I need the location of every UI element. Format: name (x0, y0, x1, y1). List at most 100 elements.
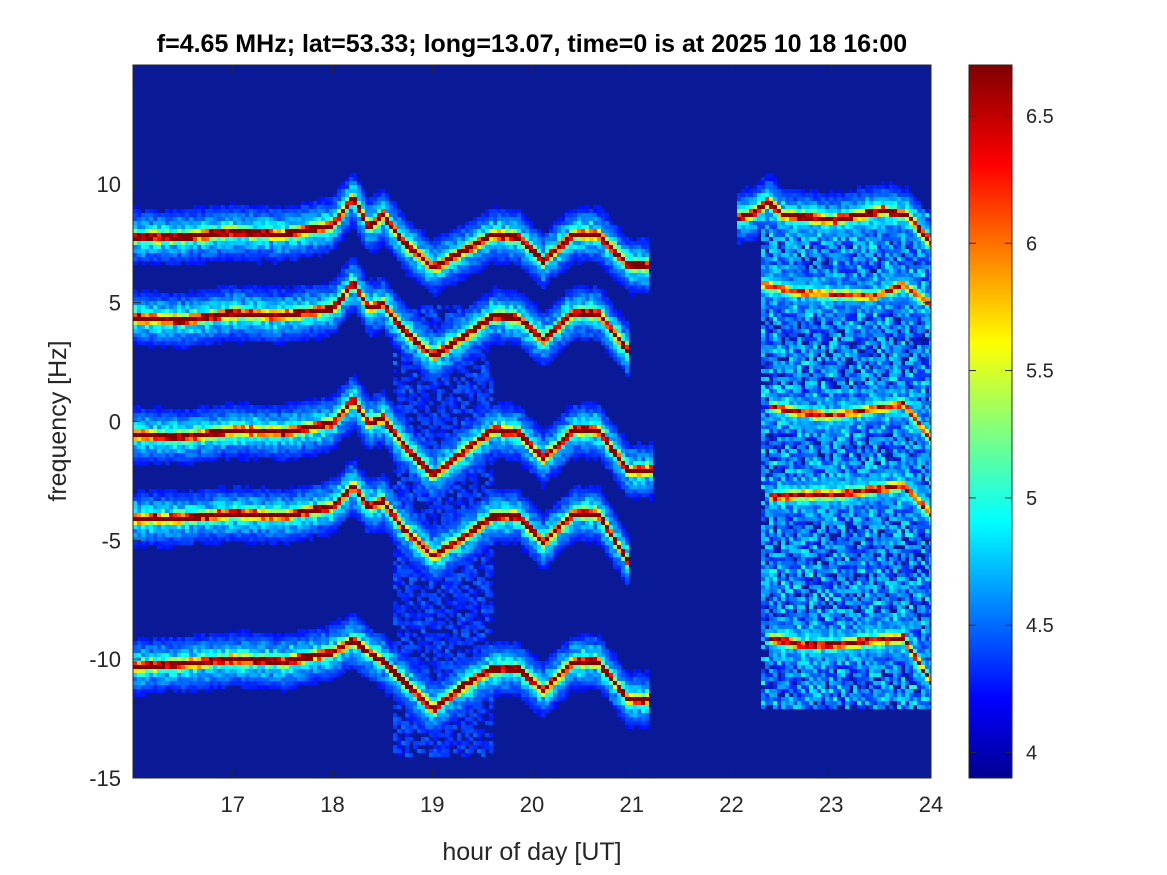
heatmap-cell (257, 637, 261, 641)
heatmap-cell (145, 313, 149, 317)
heatmap-cell (233, 285, 237, 289)
heatmap-cell (141, 305, 145, 309)
heatmap-cell (265, 205, 269, 209)
heatmap-cell (257, 317, 261, 321)
heatmap-cell (365, 225, 369, 229)
heatmap-cell (133, 217, 137, 221)
heatmap-cell (205, 341, 209, 345)
heatmap-cell (241, 245, 245, 249)
heatmap-cell (401, 621, 405, 625)
heatmap-cell (177, 425, 181, 429)
heatmap-cell (205, 325, 209, 329)
heatmap-cell (233, 437, 237, 441)
heatmap-cell (213, 457, 217, 461)
heatmap-cell (257, 285, 261, 289)
heatmap-cell (261, 489, 265, 493)
heatmap-cell (177, 505, 181, 509)
heatmap-cell (405, 337, 409, 341)
heatmap-cell (385, 685, 389, 689)
heatmap-cell (265, 525, 269, 529)
heatmap-cell (237, 669, 241, 673)
heatmap-cell (253, 297, 257, 301)
heatmap-cell (165, 429, 169, 433)
heatmap-cell (225, 665, 229, 669)
heatmap-cell (313, 485, 317, 489)
heatmap-cell (161, 669, 165, 673)
heatmap-cell (257, 673, 261, 677)
heatmap-cell (341, 193, 345, 197)
heatmap-cell (137, 209, 141, 213)
heatmap-cell (353, 409, 357, 413)
heatmap-cell (229, 317, 233, 321)
heatmap-cell (277, 337, 281, 341)
heatmap-cell (317, 433, 321, 437)
heatmap-cell (173, 337, 177, 341)
heatmap-cell (229, 637, 233, 641)
heatmap-cell (273, 657, 277, 661)
heatmap-cell (317, 673, 321, 677)
heatmap-cell (337, 237, 341, 241)
heatmap-cell (337, 633, 341, 637)
heatmap-cell (221, 405, 225, 409)
heatmap-cell (193, 213, 197, 217)
heatmap-cell (381, 509, 385, 513)
heatmap-cell (397, 545, 401, 549)
heatmap-cell (165, 317, 169, 321)
heatmap-cell (341, 425, 345, 429)
heatmap-cell (313, 401, 317, 405)
heatmap-cell (157, 253, 161, 257)
heatmap-cell (217, 405, 221, 409)
heatmap-cell (373, 413, 377, 417)
heatmap-cell (261, 233, 265, 237)
heatmap-cell (265, 317, 269, 321)
heatmap-cell (201, 229, 205, 233)
heatmap-cell (209, 293, 213, 297)
heatmap-cell (221, 513, 225, 517)
heatmap-cell (321, 653, 325, 657)
heatmap-cell (209, 225, 213, 229)
heatmap-cell (157, 685, 161, 689)
heatmap-cell (193, 261, 197, 265)
heatmap-cell (213, 665, 217, 669)
heatmap-cell (145, 321, 149, 325)
heatmap-cell (213, 517, 217, 521)
heatmap-cell (213, 533, 217, 537)
heatmap-cell (221, 533, 225, 537)
heatmap-cell (193, 525, 197, 529)
heatmap-cell (321, 313, 325, 317)
heatmap-cell (145, 541, 149, 545)
heatmap-cell (393, 233, 397, 237)
heatmap-cell (261, 661, 265, 665)
heatmap-cell (169, 261, 173, 265)
heatmap-cell (217, 229, 221, 233)
heatmap-cell (321, 309, 325, 313)
heatmap-cell (357, 225, 361, 229)
heatmap-cell (189, 321, 193, 325)
heatmap-cell (305, 441, 309, 445)
heatmap-cell (381, 505, 385, 509)
heatmap-cell (345, 229, 349, 233)
heatmap-cell (269, 449, 273, 453)
heatmap-cell (285, 521, 289, 525)
heatmap-cell (221, 305, 225, 309)
heatmap-cell (141, 693, 145, 697)
heatmap-cell (385, 213, 389, 217)
heatmap-cell (205, 669, 209, 673)
heatmap-cell (405, 497, 409, 501)
heatmap-cell (225, 317, 229, 321)
heatmap-cell (217, 509, 221, 513)
heatmap-cell (285, 229, 289, 233)
heatmap-cell (233, 661, 237, 665)
heatmap-cell (293, 425, 297, 429)
heatmap-cell (197, 685, 201, 689)
heatmap-cell (137, 433, 141, 437)
heatmap-cell (321, 225, 325, 229)
heatmap-cell (229, 305, 233, 309)
heatmap-cell (269, 289, 273, 293)
heatmap-cell (325, 401, 329, 405)
heatmap-cell (385, 289, 389, 293)
heatmap-cell (381, 241, 385, 245)
heatmap-cell (401, 485, 405, 489)
heatmap-cell (313, 645, 317, 649)
